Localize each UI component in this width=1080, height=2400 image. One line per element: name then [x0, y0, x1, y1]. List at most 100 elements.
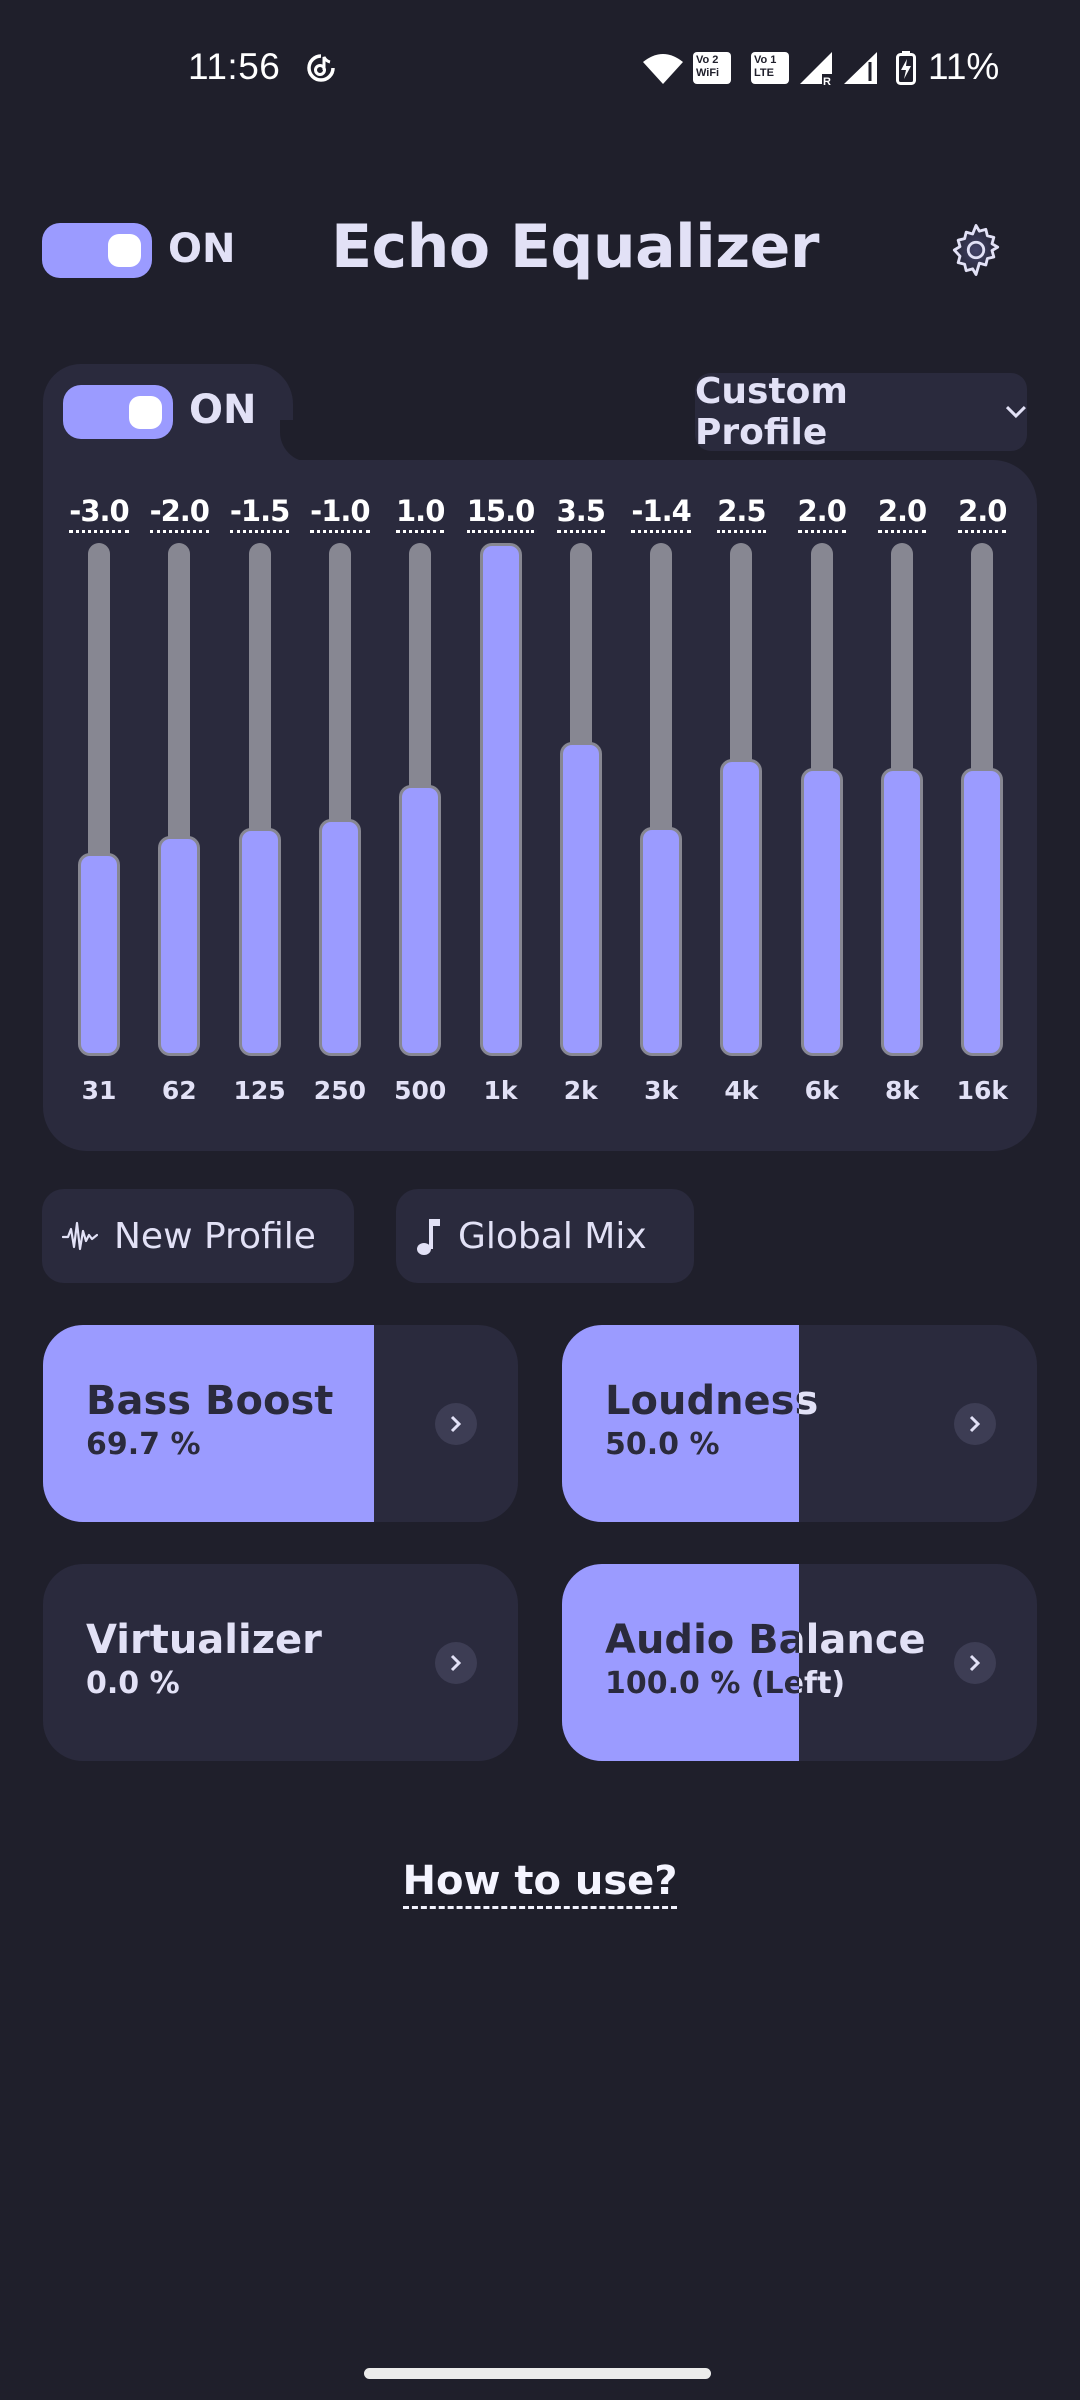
card-title: Bass Boost	[86, 1378, 334, 1424]
card-level-fill[interactable]	[562, 1325, 799, 1522]
band-frequency-label: 1k	[483, 1076, 518, 1105]
band-gain-text[interactable]: 2.0	[797, 494, 847, 533]
band-gain-text[interactable]: -1.4	[631, 494, 692, 533]
band-gain-value[interactable]: 2.0	[942, 494, 1022, 533]
band-slider-fill[interactable]	[559, 742, 602, 1056]
band-slider-fill[interactable]	[158, 836, 201, 1056]
band-gain-text[interactable]: 1.0	[396, 494, 445, 533]
card-open-button[interactable]	[435, 1642, 477, 1684]
loudness-card[interactable]: Loudness 50.0 % Loudness 50.0 %	[562, 1325, 1037, 1522]
music-app-icon	[303, 50, 339, 86]
band-gain-text[interactable]: 15.0	[466, 494, 535, 533]
eq-band-3k: -1.4 3k	[621, 494, 701, 1114]
card-value: 69.7 %	[86, 1427, 201, 1462]
band-gain-text[interactable]: -1.0	[310, 494, 371, 533]
band-frequency-label: 16k	[956, 1076, 1008, 1105]
band-gain-value[interactable]: 1.0	[380, 494, 460, 533]
band-frequency-label: 125	[233, 1076, 286, 1105]
band-gain-value[interactable]: 2.5	[701, 494, 781, 533]
waveform-icon	[62, 1221, 98, 1251]
equalizer-panel	[43, 460, 1037, 1151]
chevron-down-icon	[1006, 405, 1027, 419]
eq-band-500: 1.0 500	[380, 494, 460, 1114]
new-profile-button[interactable]: New Profile	[42, 1189, 354, 1283]
band-slider-fill[interactable]	[318, 819, 361, 1056]
band-slider-fill[interactable]	[881, 768, 923, 1056]
band-gain-text[interactable]: 2.5	[717, 494, 767, 533]
master-toggle-label: ON	[168, 226, 236, 272]
card-open-button[interactable]	[954, 1403, 996, 1445]
wifi-icon	[642, 50, 684, 86]
global-mix-button[interactable]: Global Mix	[396, 1189, 694, 1283]
card-open-button[interactable]	[954, 1642, 996, 1684]
band-gain-value[interactable]: -2.0	[139, 494, 219, 533]
band-gain-text[interactable]: -3.0	[69, 494, 130, 533]
music-note-icon	[417, 1219, 440, 1255]
chevron-right-icon	[450, 1654, 462, 1672]
band-slider-fill[interactable]	[640, 827, 683, 1056]
how-to-use-text[interactable]: How to use?	[402, 1858, 678, 1909]
band-frequency-label: 4k	[724, 1076, 759, 1105]
card-value: 0.0 %	[86, 1666, 180, 1701]
band-frequency-label: 62	[161, 1076, 197, 1105]
band-gain-text[interactable]: 3.5	[556, 494, 606, 533]
card-fill-clip: Bass Boost 69.7 %	[43, 1325, 374, 1522]
profile-dropdown-label: Custom Profile	[695, 371, 848, 453]
card-open-button[interactable]	[435, 1403, 477, 1445]
eq-band-2k: 3.5 2k	[541, 494, 621, 1114]
band-gain-value[interactable]: -1.5	[220, 494, 300, 533]
volte-badge: Vo 1 LTE	[751, 52, 789, 84]
band-slider-fill[interactable]	[78, 853, 120, 1056]
band-gain-value[interactable]: -1.0	[300, 494, 380, 533]
card-level-fill[interactable]	[43, 1325, 374, 1522]
eq-band-8k: 2.0 8k	[862, 494, 942, 1114]
band-gain-value[interactable]: 2.0	[782, 494, 862, 533]
band-slider-fill[interactable]	[961, 768, 1004, 1056]
card-fill-clip: Loudness 50.0 %	[562, 1325, 799, 1522]
band-slider-fill[interactable]	[238, 828, 281, 1056]
gear-icon	[952, 224, 1000, 276]
band-gain-value[interactable]: 2.0	[862, 494, 942, 533]
card-text: Loudness 50.0 %	[605, 1377, 799, 1465]
card-value: 69.7 %	[86, 1427, 201, 1462]
band-gain-value[interactable]: 3.5	[541, 494, 621, 533]
band-slider-fill[interactable]	[720, 759, 763, 1056]
band-gain-text[interactable]: -2.0	[149, 494, 210, 533]
card-title: Audio Balance	[605, 1617, 799, 1663]
band-slider-fill[interactable]	[479, 543, 522, 1056]
eq-band-62: -2.0 62	[139, 494, 219, 1114]
band-slider-fill[interactable]	[399, 785, 442, 1056]
eq-band-250: -1.0 250	[300, 494, 380, 1114]
equalizer-toggle[interactable]	[63, 385, 173, 439]
home-indicator[interactable]	[364, 2368, 711, 2379]
band-gain-text[interactable]: -1.5	[229, 494, 290, 533]
band-gain-value[interactable]: -3.0	[59, 494, 139, 533]
band-frequency-label: 8k	[884, 1076, 920, 1105]
card-level-fill[interactable]	[562, 1564, 799, 1761]
card-text: Virtualizer 0.0 %	[86, 1616, 322, 1704]
card-value: 50.0 %	[605, 1427, 720, 1462]
card-text: Loudness 50.0 %	[605, 1377, 818, 1465]
card-title: Loudness	[605, 1378, 799, 1424]
settings-button[interactable]	[945, 219, 1007, 281]
band-gain-value[interactable]: 15.0	[461, 494, 541, 533]
chevron-right-icon	[969, 1415, 981, 1433]
band-gain-value[interactable]: -1.4	[621, 494, 701, 533]
band-frequency-label: 500	[394, 1076, 447, 1105]
band-gain-text[interactable]: 2.0	[958, 494, 1007, 533]
card-title: Audio Balance	[605, 1617, 926, 1663]
eq-band-1k: 15.0 1k	[461, 494, 541, 1114]
svg-text:R: R	[823, 76, 831, 86]
eq-band-125: -1.5 125	[220, 494, 300, 1114]
how-to-use-link[interactable]: How to use?	[0, 1858, 1080, 1909]
band-slider-fill[interactable]	[800, 768, 843, 1056]
signal-icon	[844, 50, 880, 86]
bass-boost-card[interactable]: Bass Boost 69.7 % Bass Boost 69.7 %	[43, 1325, 518, 1522]
profile-dropdown[interactable]: Custom Profile	[695, 371, 1027, 453]
eq-tab-curve	[280, 420, 340, 462]
master-toggle[interactable]	[42, 223, 152, 278]
band-gain-text[interactable]: 2.0	[877, 494, 927, 533]
